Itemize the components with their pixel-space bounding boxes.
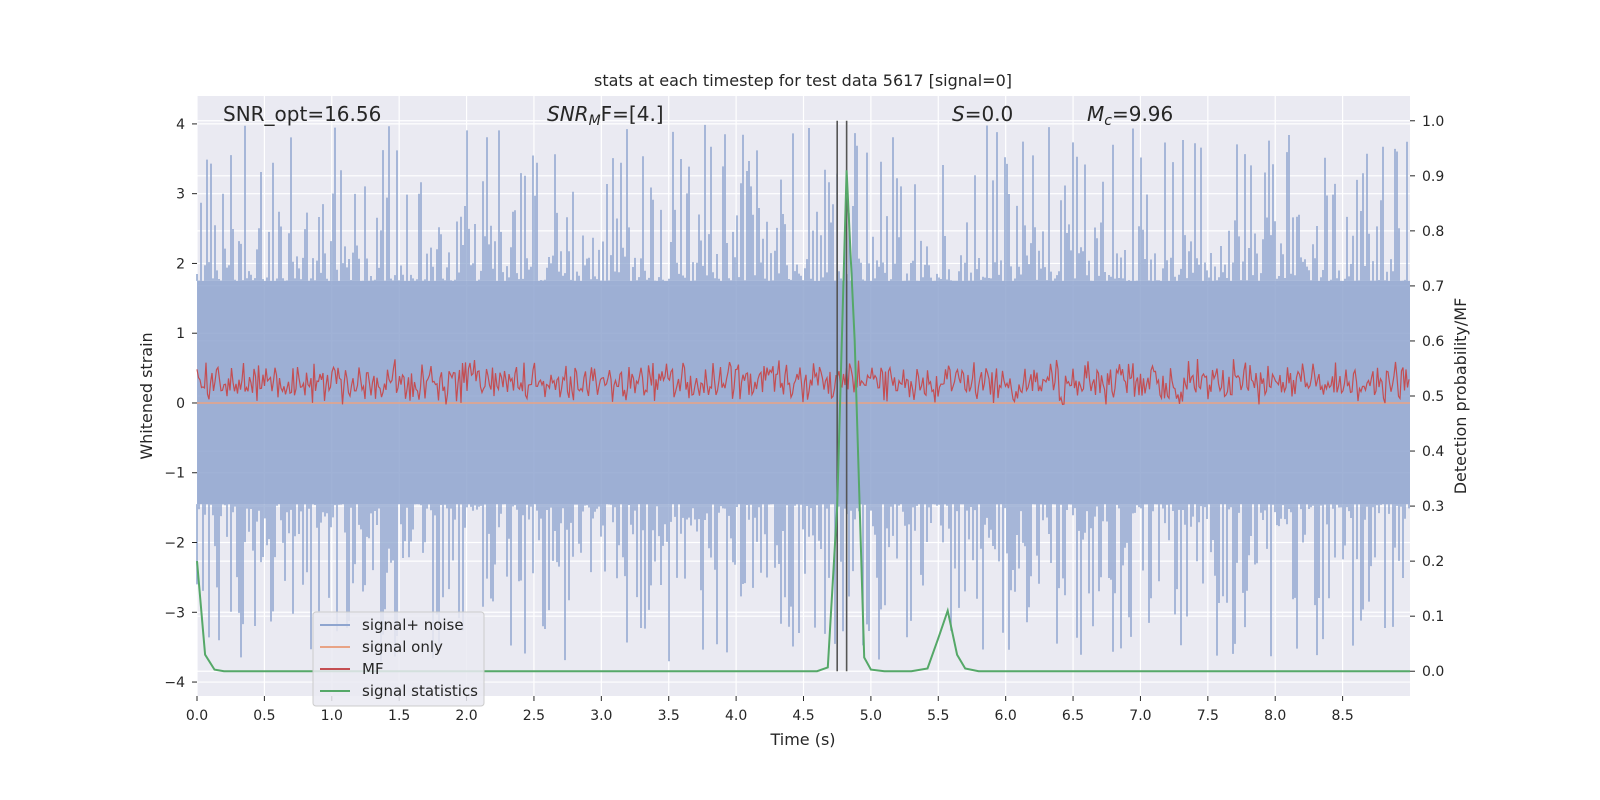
y-axis-left-ticks: 4 3 2 1 0 −1 −2 −3 −4 (164, 117, 197, 691)
tick-label-x: 1.5 (388, 708, 410, 724)
y-axis-right-label: Detection probability/MF (1451, 298, 1470, 495)
x-axis-label: Time (s) (769, 730, 835, 749)
legend-label-signal-noise: signal+ noise (362, 616, 464, 634)
chart-title: stats at each timestep for test data 561… (594, 71, 1012, 90)
tick-label-y-right: 0.2 (1422, 554, 1444, 570)
tick-label-x: 2.5 (523, 708, 545, 724)
annotation-mc-rest: =9.96 (1112, 102, 1173, 126)
legend: signal+ noise signal only MF signal stat… (312, 611, 485, 707)
tick-label-x: 6.5 (1062, 708, 1084, 724)
tick-label-x: 0.5 (253, 708, 275, 724)
mf-trace (196, 358, 1410, 406)
annotation-snr-mf-sub: M (589, 113, 601, 129)
tick-label-y-right: 0.9 (1422, 169, 1444, 185)
tick-label-y-right: 0.6 (1422, 334, 1444, 350)
tick-label-y-left: 4 (176, 117, 185, 133)
tick-label-x: 5.5 (927, 708, 949, 724)
tick-label-y-right: 0.8 (1422, 224, 1444, 240)
tick-label-y-right: 0.7 (1422, 279, 1444, 295)
annotation-snr-opt: SNR_opt=16.56 (223, 102, 381, 126)
annotation-mc-sub: c (1104, 113, 1112, 129)
tick-label-y-left: −4 (164, 675, 185, 691)
tick-label-x: 3.5 (658, 708, 680, 724)
tick-label-x: 6.0 (995, 708, 1017, 724)
series-mf (196, 358, 1410, 406)
tick-label-y-left: −1 (164, 466, 185, 482)
tick-label-y-left: 2 (176, 256, 185, 272)
tick-label-x: 7.0 (1129, 708, 1151, 724)
tick-label-y-right: 0.1 (1422, 609, 1444, 625)
tick-label-y-right: 0.0 (1422, 664, 1444, 680)
tick-label-y-left: −2 (164, 536, 185, 552)
annotation-s: S=0.0 (952, 102, 1013, 126)
tick-label-x: 8.5 (1331, 708, 1353, 724)
tick-label-y-left: 1 (176, 326, 185, 342)
legend-label-signal-statistics: signal statistics (362, 682, 478, 700)
marker-lines (836, 120, 848, 672)
noise-spikes-upper (196, 124, 1410, 281)
tick-label-y-left: 0 (176, 396, 185, 412)
legend-label-mf: MF (362, 660, 384, 678)
tick-label-y-right: 0.4 (1422, 444, 1444, 460)
legend-label-signal-only: signal only (362, 638, 443, 656)
annotation-s-rest: =0.0 (965, 102, 1014, 126)
tick-label-y-left: 3 (176, 187, 185, 203)
annotation-mc: Mc=9.96 (1087, 102, 1173, 129)
noise-spikes-lower (196, 504, 1410, 662)
annotation-snr-mf: SNRMF=[4.] (547, 102, 664, 129)
tick-label-x: 4.5 (792, 708, 814, 724)
signal-statistics-line (196, 170, 1410, 673)
x-axis-ticks: 0.0 0.5 1.0 1.5 2.0 2.5 3.0 3.5 4.0 4.5 5.0 5.5 6.0 6… (186, 696, 1354, 724)
tick-label-x: 3.0 (590, 708, 612, 724)
tick-label-x: 4.0 (725, 708, 747, 724)
tick-label-y-right: 1.0 (1422, 114, 1444, 130)
series-signal-statistics (196, 170, 1410, 673)
annotation-snr-mf-base: SNR (547, 102, 589, 126)
tick-label-x: 7.5 (1197, 708, 1219, 724)
y-axis-right-ticks: 1.0 0.9 0.8 0.7 0.6 0.5 0.4 0.3 0.2 0.1 0.0 (1410, 114, 1444, 680)
tick-label-y-left: −3 (164, 605, 185, 621)
annotation-s-italic: S (952, 102, 965, 126)
y-axis-left-label: Whitened strain (137, 332, 156, 459)
tick-label-x: 2.0 (455, 708, 477, 724)
tick-label-x: 0.0 (186, 708, 208, 724)
tick-label-y-right: 0.3 (1422, 499, 1444, 515)
tick-label-x: 1.0 (321, 708, 343, 724)
legend-box (312, 611, 485, 707)
tick-label-y-right: 0.5 (1422, 389, 1444, 405)
annotation-snr-mf-rest: F=[4.] (601, 102, 664, 126)
annotation-mc-base: M (1087, 102, 1104, 126)
tick-label-x: 8.0 (1264, 708, 1286, 724)
tick-label-x: 5.0 (860, 708, 882, 724)
